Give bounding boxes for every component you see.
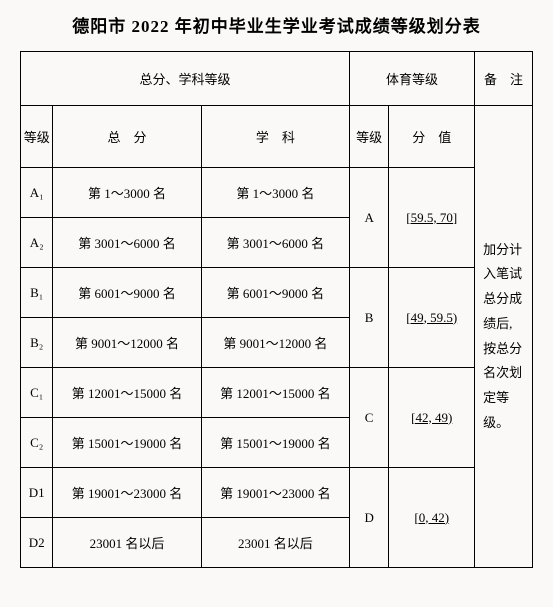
pe-score: [0, 42) <box>389 468 475 568</box>
table-row-subject: 第 15001～19000 名 <box>201 418 349 468</box>
table-row-total: 第 19001～23000 名 <box>53 468 201 518</box>
table-row-grade: D1 <box>21 468 53 518</box>
table-row-total: 第 15001～19000 名 <box>53 418 201 468</box>
hdr-note: 备 注 <box>475 52 533 106</box>
table-row-grade: C₁ <box>21 368 53 418</box>
hdr-subject: 学 科 <box>201 106 349 168</box>
table-row-subject: 23001 名以后 <box>201 518 349 568</box>
table-row-subject: 第 12001～15000 名 <box>201 368 349 418</box>
table-row-subject: 第 6001～9000 名 <box>201 268 349 318</box>
table-row-subject: 第 3001～6000 名 <box>201 218 349 268</box>
hdr-grade-r: 等级 <box>349 106 388 168</box>
hdr-pe: 体育等级 <box>349 52 474 106</box>
table-row-total: 第 6001～9000 名 <box>53 268 201 318</box>
pe-score: [59.5, 70] <box>389 168 475 268</box>
table-row-grade: C₂ <box>21 418 53 468</box>
table-row-total: 第 9001～12000 名 <box>53 318 201 368</box>
table-row-grade: B₁ <box>21 268 53 318</box>
table-row-total: 23001 名以后 <box>53 518 201 568</box>
grade-table: 总分、学科等级 体育等级 备 注 等级 总 分 学 科 等级 分 值 加分计入笔… <box>20 51 533 568</box>
hdr-score: 分 值 <box>389 106 475 168</box>
hdr-total-subject: 总分、学科等级 <box>21 52 350 106</box>
pe-grade: B <box>349 268 388 368</box>
page-title: 德阳市 2022 年初中毕业生学业考试成绩等级划分表 <box>20 12 533 37</box>
note-cell: 加分计入笔试总分成绩后,按总分名次划定等级。 <box>475 106 533 568</box>
hdr-grade-l: 等级 <box>21 106 53 168</box>
hdr-total: 总 分 <box>53 106 201 168</box>
table-row-grade: B₂ <box>21 318 53 368</box>
pe-grade: C <box>349 368 388 468</box>
table-row-total: 第 1～3000 名 <box>53 168 201 218</box>
table-row-total: 第 3001～6000 名 <box>53 218 201 268</box>
table-row-subject: 第 19001～23000 名 <box>201 468 349 518</box>
pe-grade: D <box>349 468 388 568</box>
table-row-subject: 第 9001～12000 名 <box>201 318 349 368</box>
table-row-total: 第 12001～15000 名 <box>53 368 201 418</box>
table-row-grade: A₁ <box>21 168 53 218</box>
table-row-grade: D2 <box>21 518 53 568</box>
pe-grade: A <box>349 168 388 268</box>
table-row-subject: 第 1～3000 名 <box>201 168 349 218</box>
table-row-grade: A₂ <box>21 218 53 268</box>
pe-score: [49, 59.5) <box>389 268 475 368</box>
pe-score: [42, 49) <box>389 368 475 468</box>
